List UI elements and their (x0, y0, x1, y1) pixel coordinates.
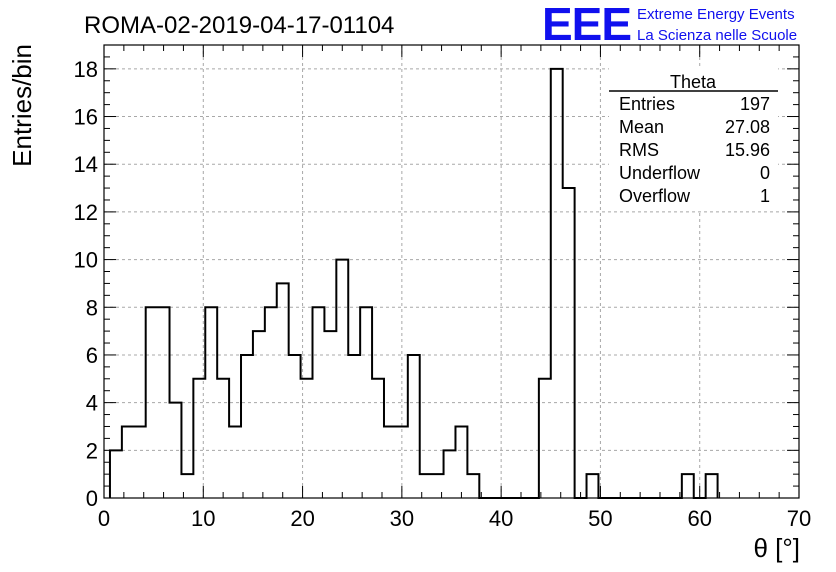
histogram-outline (108, 67, 719, 499)
y-tick-label: 0 (86, 486, 98, 511)
y-tick-label: 18 (74, 57, 98, 82)
stats-label: Overflow (619, 186, 691, 206)
stats-value: 0 (760, 163, 770, 183)
x-tick-labels: 0 10 20 30 40 50 60 70 (98, 506, 811, 531)
x-tick-label: 0 (98, 506, 110, 531)
y-tick-label: 4 (86, 391, 98, 416)
histogram-bin (289, 355, 301, 498)
y-tick-label: 14 (74, 152, 98, 177)
stats-value: 1 (760, 186, 770, 206)
histogram-bin (539, 379, 551, 498)
stats-value: 15.96 (725, 140, 770, 160)
histogram-bin (217, 379, 229, 498)
y-tick-label: 12 (74, 200, 98, 225)
histogram-bin (301, 379, 313, 498)
grid-lines (104, 45, 799, 498)
x-tick-label: 40 (489, 506, 513, 531)
histogram-bin (110, 450, 122, 498)
histogram-bins (108, 67, 719, 499)
histogram-bin (277, 283, 289, 498)
histogram-bin (444, 450, 456, 498)
histogram-bin (682, 474, 694, 498)
stats-rows: Entries 197 Mean 27.08 RMS 15.96 Underflow 0 Ove… (619, 94, 770, 206)
histogram-bin (241, 355, 253, 498)
stats-label: Underflow (619, 163, 701, 183)
x-tick-label: 30 (390, 506, 414, 531)
histogram-bin (384, 426, 396, 498)
histogram-bin (134, 426, 146, 498)
histogram-bin (348, 355, 360, 498)
stats-label: RMS (619, 140, 659, 160)
x-axis-label: θ [°] (753, 533, 800, 563)
histogram-bin (467, 474, 479, 498)
y-tick-label: 2 (86, 438, 98, 463)
stats-label: Mean (619, 117, 664, 137)
stats-box: Theta Entries 197 Mean 27.08 RMS 15.96 Underfl… (609, 68, 778, 210)
histogram-bin (587, 474, 599, 498)
histogram-bin (122, 426, 134, 498)
y-tick-label: 8 (86, 295, 98, 320)
x-tick-label: 70 (787, 506, 811, 531)
y-tick-label: 6 (86, 343, 98, 368)
axis-ticks (103, 44, 800, 499)
stats-label: Entries (619, 94, 675, 114)
y-tick-label: 10 (74, 248, 98, 273)
histogram-bin (253, 331, 265, 498)
histogram-bin (229, 426, 241, 498)
histogram-bin (706, 474, 718, 498)
y-tick-label: 16 (74, 105, 98, 130)
stats-value: 27.08 (725, 117, 770, 137)
y-axis-label: Entries/bin (7, 44, 37, 167)
x-tick-label: 10 (191, 506, 215, 531)
eee-logo: EEE (542, 0, 631, 50)
histogram-bin (563, 188, 575, 498)
stats-title: Theta (670, 72, 717, 92)
histogram-bin (193, 379, 205, 498)
histogram-bin (372, 379, 384, 498)
logo-line-2: La Scienza nelle Scuole (637, 27, 797, 44)
x-tick-label: 20 (290, 506, 314, 531)
stats-value: 197 (740, 94, 770, 114)
histogram-bin (324, 331, 336, 498)
chart-title: ROMA-02-2019-04-17-01104 (84, 12, 394, 39)
logo-line-1: Extreme Energy Events (637, 6, 795, 23)
histogram-bin (455, 426, 467, 498)
histogram-bin (408, 355, 420, 498)
x-tick-label: 50 (588, 506, 612, 531)
histogram-bin (336, 260, 348, 498)
x-tick-label: 60 (687, 506, 711, 531)
histogram-bin (551, 69, 563, 498)
y-tick-labels: 0 2 4 6 8 10 12 14 16 18 (74, 57, 98, 511)
